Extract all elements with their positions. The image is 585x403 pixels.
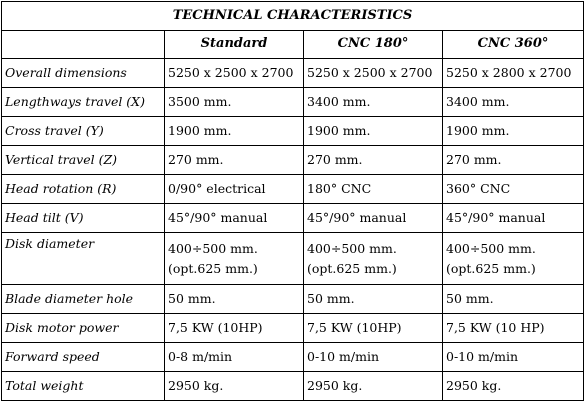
cell-standard: 270 mm. xyxy=(164,145,304,175)
cell-cnc-360: 1900 mm. xyxy=(441,116,585,146)
row-label: Disk motor power xyxy=(1,313,165,343)
row-label: Head rotation (R) xyxy=(1,174,165,204)
row-label: Disk diameter xyxy=(1,232,165,285)
cell-standard: 50 mm. xyxy=(164,284,304,314)
cell-cnc-360: 45°/90° manual xyxy=(441,203,585,233)
table-title: TECHNICAL CHARACTERISTICS xyxy=(0,1,585,31)
cell-cnc-360: 360° CNC xyxy=(441,174,585,204)
cell-standard: 2950 kg. xyxy=(164,371,304,401)
cell-line: (opt.625 mm.) xyxy=(307,260,397,276)
cell-standard: 45°/90° manual xyxy=(164,203,304,233)
cell-cnc-360: 5250 x 2800 x 2700 xyxy=(441,58,585,88)
cell-line: 400÷500 mm. xyxy=(446,240,536,256)
table-row: Blade diameter hole 50 mm. 50 mm. 50 mm. xyxy=(1,284,585,314)
row-label: Head tilt (V) xyxy=(1,203,165,233)
row-label: Forward speed xyxy=(1,342,165,372)
cell-cnc-360: 7,5 KW (10 HP) xyxy=(441,313,585,343)
cell-cnc-360: 50 mm. xyxy=(441,284,585,314)
table-row: Cross travel (Y) 1900 mm. 1900 mm. 1900 … xyxy=(1,116,585,146)
cell-cnc-180: 3400 mm. xyxy=(303,87,443,117)
cell-standard: 400÷500 mm. (opt.625 mm.) xyxy=(164,232,304,285)
table-row: Total weight 2950 kg. 2950 kg. 2950 kg. xyxy=(1,371,585,401)
cell-cnc-180: 180° CNC xyxy=(303,174,443,204)
cell-cnc-360: 2950 kg. xyxy=(441,371,585,401)
cell-standard: 3500 mm. xyxy=(164,87,304,117)
table-row: Disk motor power 7,5 KW (10HP) 7,5 KW (1… xyxy=(1,313,585,343)
table-row: Head tilt (V) 45°/90° manual 45°/90° man… xyxy=(1,203,585,233)
cell-standard: 0/90° electrical xyxy=(164,174,304,204)
cell-cnc-180: 7,5 KW (10HP) xyxy=(303,313,443,343)
table-row: Head rotation (R) 0/90° electrical 180° … xyxy=(1,174,585,204)
row-label: Cross travel (Y) xyxy=(1,116,165,146)
table-row: Overall dimensions 5250 x 2500 x 2700 52… xyxy=(1,58,585,88)
row-label: Overall dimensions xyxy=(1,58,165,88)
table-row: Forward speed 0-8 m/min 0-10 m/min 0-10 … xyxy=(1,342,585,372)
row-label: Vertical travel (Z) xyxy=(1,145,165,175)
cell-standard: 7,5 KW (10HP) xyxy=(164,313,304,343)
header-row: Standard CNC 180° CNC 360° xyxy=(1,30,585,59)
cell-standard: 5250 x 2500 x 2700 xyxy=(164,58,304,88)
table-row: Lengthways travel (X) 3500 mm. 3400 mm. … xyxy=(1,87,585,117)
cell-line: (opt.625 mm.) xyxy=(446,260,536,276)
cell-cnc-360: 0-10 m/min xyxy=(441,342,585,372)
cell-cnc-360: 3400 mm. xyxy=(441,87,585,117)
header-cell-empty xyxy=(1,30,165,59)
cell-line: 400÷500 mm. xyxy=(168,240,258,256)
cell-line: 400÷500 mm. xyxy=(307,240,397,256)
cell-cnc-180: 2950 kg. xyxy=(303,371,443,401)
cell-cnc-180: 50 mm. xyxy=(303,284,443,314)
header-cell-cnc-360: CNC 360° xyxy=(441,30,585,59)
row-label: Total weight xyxy=(1,371,165,401)
table-row: Disk diameter 400÷500 mm. (opt.625 mm.) … xyxy=(1,232,585,285)
cell-standard: 1900 mm. xyxy=(164,116,304,146)
title-row: TECHNICAL CHARACTERISTICS xyxy=(0,1,585,31)
table-row: Vertical travel (Z) 270 mm. 270 mm. 270 … xyxy=(1,145,585,175)
cell-cnc-180: 270 mm. xyxy=(303,145,443,175)
cell-line: (opt.625 mm.) xyxy=(168,260,258,276)
cell-standard: 0-8 m/min xyxy=(164,342,304,372)
cell-cnc-180: 45°/90° manual xyxy=(303,203,443,233)
cell-cnc-180: 5250 x 2500 x 2700 xyxy=(303,58,443,88)
cell-cnc-180: 1900 mm. xyxy=(303,116,443,146)
cell-cnc-180: 400÷500 mm. (opt.625 mm.) xyxy=(303,232,443,285)
row-label: Blade diameter hole xyxy=(1,284,165,314)
cell-cnc-360: 400÷500 mm. (opt.625 mm.) xyxy=(441,232,585,285)
header-cell-standard: Standard xyxy=(164,30,304,59)
cell-cnc-360: 270 mm. xyxy=(441,145,585,175)
header-cell-cnc-180: CNC 180° xyxy=(303,30,443,59)
row-label: Lengthways travel (X) xyxy=(1,87,165,117)
cell-cnc-180: 0-10 m/min xyxy=(303,342,443,372)
